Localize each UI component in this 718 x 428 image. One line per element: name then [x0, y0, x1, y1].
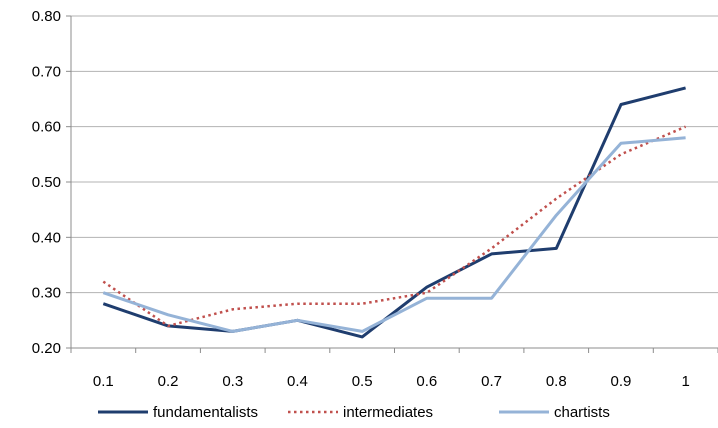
x-tick-label: 0.9 — [611, 373, 632, 390]
legend-label: fundamentalists — [153, 404, 258, 421]
legend-label: chartists — [554, 404, 610, 421]
y-tick-label: 0.80 — [32, 8, 61, 25]
series-line-chartists — [102, 136, 686, 333]
gridlines — [71, 15, 718, 294]
x-tick-label: 0.5 — [352, 373, 373, 390]
x-tick-label: 0.4 — [287, 373, 308, 390]
axes — [66, 15, 718, 353]
y-tick-label: 0.20 — [32, 340, 61, 357]
x-tick-label: 0.1 — [93, 373, 114, 390]
x-tick-label: 0.8 — [546, 373, 567, 390]
legend: fundamentalists intermediates chartists — [98, 404, 610, 421]
x-tick-label: 0.7 — [481, 373, 502, 390]
x-tick-label: 0.3 — [222, 373, 243, 390]
y-tick-label: 0.30 — [32, 285, 61, 302]
y-tick-label: 0.70 — [32, 63, 61, 80]
series-line-intermediates — [102, 125, 687, 328]
series-line-fundamentalists — [102, 86, 686, 339]
x-tick-label: 0.6 — [416, 373, 437, 390]
x-tick-label: 0.2 — [158, 373, 179, 390]
series-lines — [102, 86, 687, 339]
y-tick-label: 0.40 — [32, 229, 61, 246]
y-tick-label: 0.60 — [32, 119, 61, 136]
x-tick-label: 1 — [681, 373, 689, 390]
legend-label: intermediates — [343, 404, 433, 421]
x-tick-labels: 0.1 0.2 0.3 0.4 0.5 0.6 0.7 0.8 0.9 1 — [93, 373, 690, 390]
y-tick-labels: 0.20 0.30 0.40 0.50 0.60 0.70 0.80 — [32, 8, 61, 357]
y-tick-label: 0.50 — [32, 174, 61, 191]
